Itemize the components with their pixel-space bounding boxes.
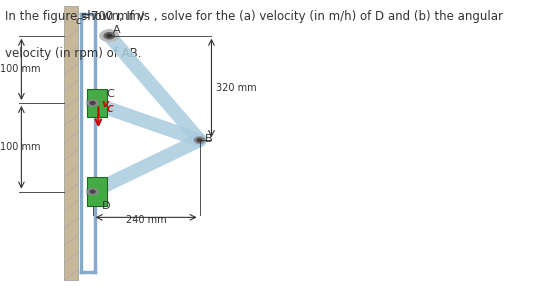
Text: 100 mm: 100 mm bbox=[0, 142, 40, 152]
Text: 320 mm: 320 mm bbox=[216, 83, 257, 93]
Text: c: c bbox=[75, 16, 81, 26]
Text: A: A bbox=[113, 25, 121, 35]
Circle shape bbox=[90, 190, 95, 193]
Text: v: v bbox=[101, 99, 109, 109]
Circle shape bbox=[107, 34, 112, 37]
Text: =700 mm/s , solve for the (a) velocity (in m/h) of D and (b) the angular: =700 mm/s , solve for the (a) velocity (… bbox=[81, 10, 503, 23]
Circle shape bbox=[197, 139, 202, 142]
Circle shape bbox=[104, 33, 115, 39]
Bar bbox=[87, 177, 106, 206]
Circle shape bbox=[87, 100, 98, 106]
Text: 240 mm: 240 mm bbox=[126, 215, 167, 225]
Text: C: C bbox=[106, 105, 113, 114]
Circle shape bbox=[87, 188, 98, 195]
Text: 100 mm: 100 mm bbox=[0, 64, 40, 74]
Text: velocity (in rpm) of AB.: velocity (in rpm) of AB. bbox=[5, 47, 141, 60]
Text: C: C bbox=[106, 89, 114, 99]
Bar bbox=[87, 89, 106, 117]
Text: In the figure shown, If v: In the figure shown, If v bbox=[5, 10, 145, 23]
Circle shape bbox=[90, 102, 95, 104]
Circle shape bbox=[100, 30, 119, 41]
Bar bbox=[64, 6, 79, 280]
Text: B: B bbox=[205, 134, 213, 144]
Text: D: D bbox=[102, 201, 111, 211]
Circle shape bbox=[194, 137, 205, 143]
